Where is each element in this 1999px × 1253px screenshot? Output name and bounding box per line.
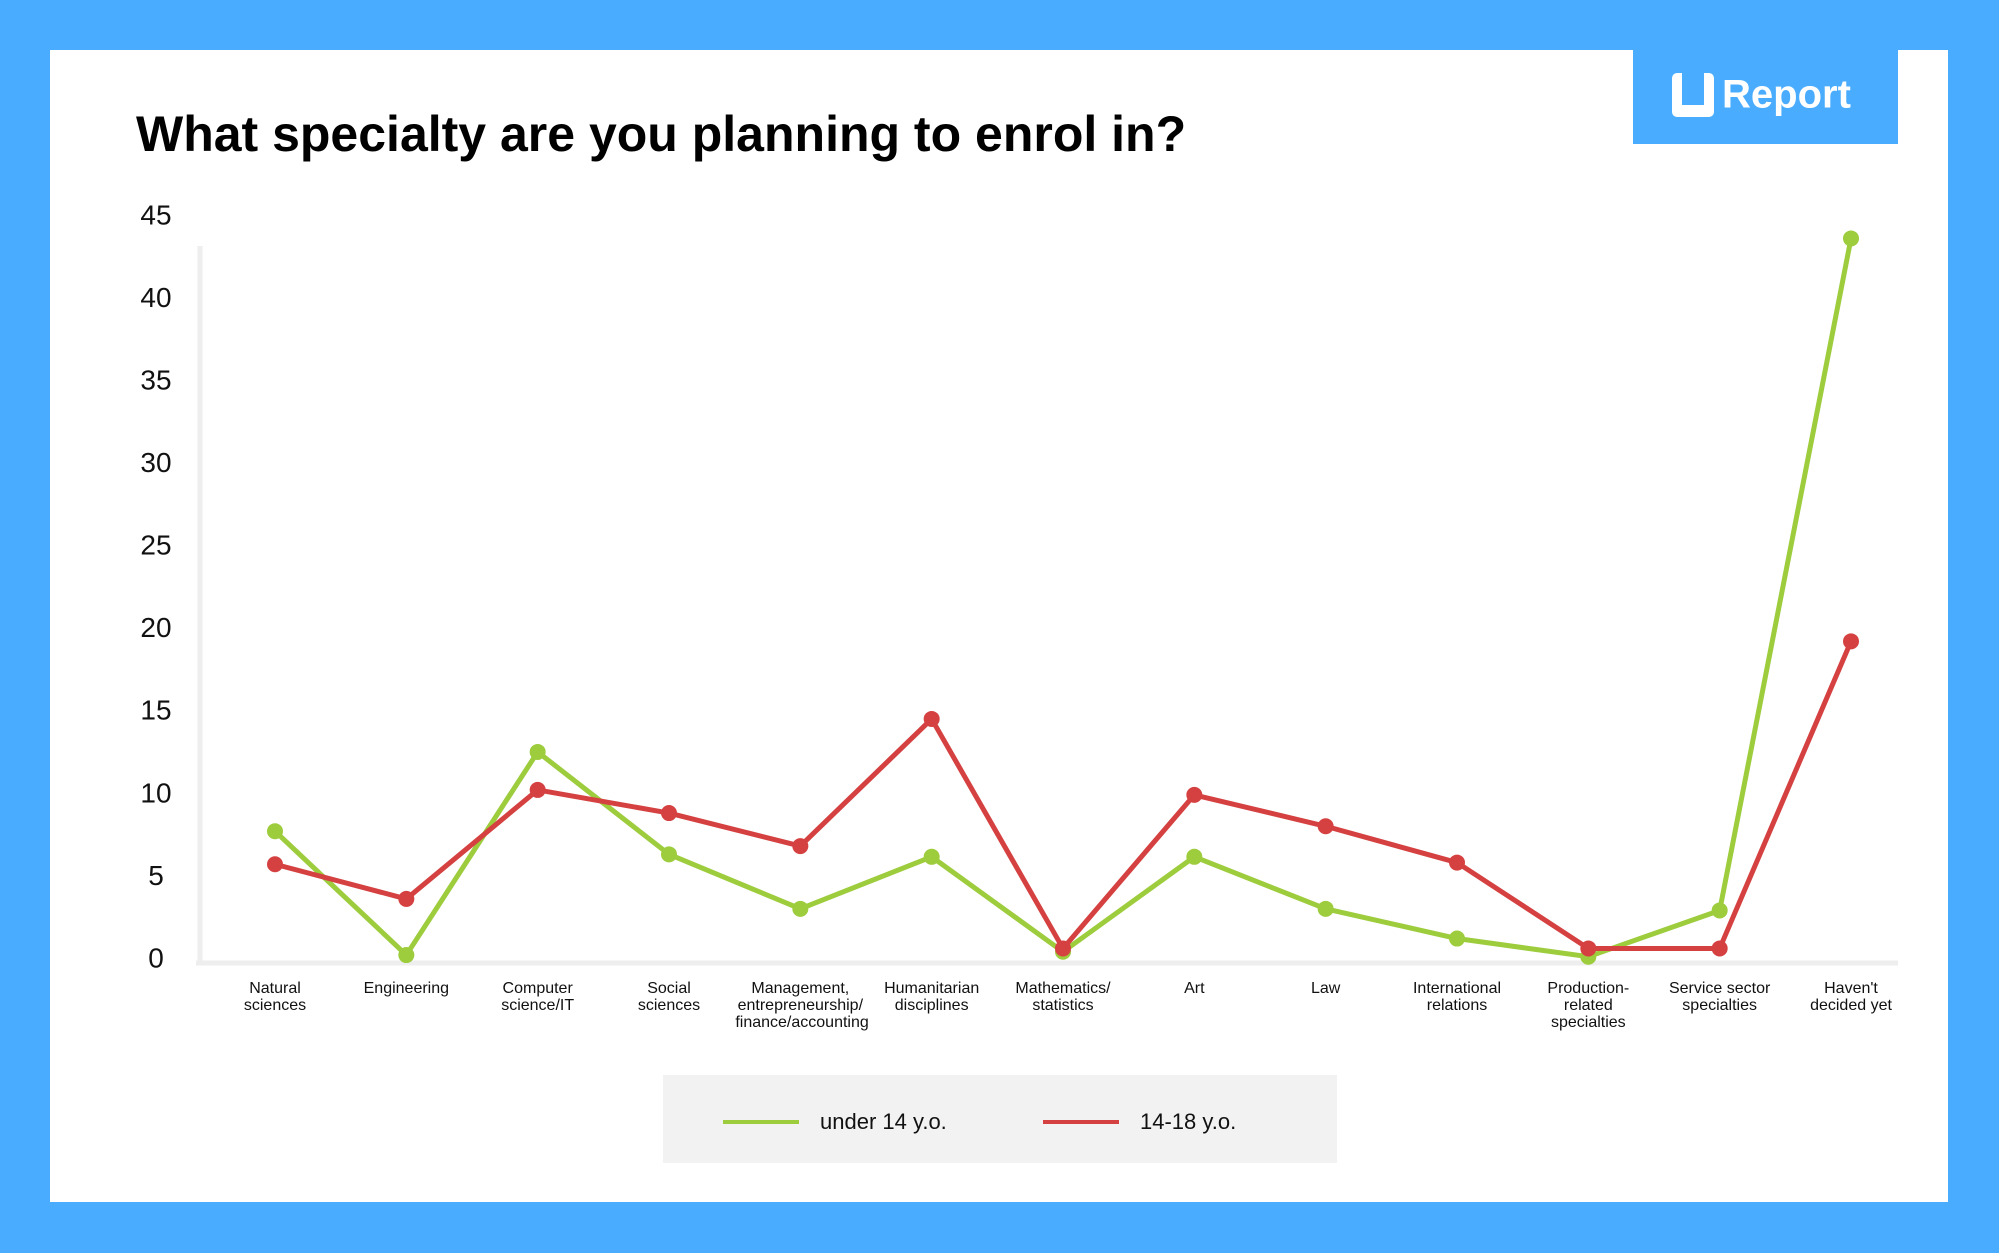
x-tick-label: Art — [1184, 980, 1205, 997]
point — [923, 710, 940, 727]
point — [661, 805, 677, 822]
point — [1055, 940, 1071, 957]
x-tick-label: Law — [1310, 980, 1341, 997]
y-tick-label: 45 — [140, 199, 171, 230]
x-tick-label: Mathematics/ statistics — [1015, 980, 1111, 1014]
point — [1317, 818, 1334, 835]
point — [1711, 902, 1728, 919]
logo-text: Report — [1722, 73, 1851, 117]
x-tick-label: Production- related specialties — [1547, 980, 1630, 1031]
chart-title: What specialty are you planning to enrol… — [136, 106, 1186, 162]
x-tick-label: Social sciences — [637, 980, 701, 1014]
legend-label: 14-18 y.o. — [1140, 1109, 1236, 1134]
point — [1186, 786, 1203, 803]
y-tick-label: 30 — [140, 447, 171, 478]
point — [529, 743, 546, 760]
y-tick-label: 35 — [140, 365, 171, 396]
point — [1711, 940, 1728, 957]
x-tick-label: Haven't decided yet — [1810, 980, 1892, 1014]
y-tick-label: 20 — [140, 612, 171, 643]
point — [1186, 848, 1203, 865]
panel — [50, 50, 1948, 1202]
point — [792, 838, 809, 855]
point — [398, 890, 415, 907]
point — [792, 900, 809, 917]
point — [1317, 900, 1334, 917]
x-tick-label: Computer science/IT — [501, 980, 575, 1014]
x-tick-label: Natural sciences — [243, 980, 307, 1014]
point — [661, 846, 677, 863]
y-tick-label: 25 — [140, 530, 171, 561]
y-tick-label: 0 — [148, 942, 164, 973]
y-tick-label: 15 — [140, 695, 171, 726]
logo-icon — [1672, 73, 1714, 117]
x-tick-label: Humanitarian disciplines — [884, 980, 980, 1014]
point — [923, 848, 940, 865]
legend-box — [663, 1075, 1337, 1163]
y-tick-label: 40 — [140, 282, 171, 313]
point — [1449, 854, 1465, 871]
point — [1843, 230, 1859, 247]
point — [1843, 633, 1859, 650]
point — [398, 947, 415, 964]
point — [267, 856, 283, 873]
y-tick-label: 10 — [140, 777, 171, 808]
point — [267, 823, 283, 840]
series-line — [273, 237, 1854, 960]
point — [1580, 940, 1597, 957]
point — [529, 781, 546, 798]
x-tick-label: Management, entrepreneurship/ finance/ac… — [735, 980, 869, 1031]
x-tick-label: Engineering — [363, 980, 450, 997]
x-tick-label: Service sector specialties — [1668, 980, 1771, 1014]
x-tick-label: International relations — [1412, 980, 1502, 1014]
y-tick-label: 5 — [148, 860, 164, 891]
legend-label: under 14 y.o. — [820, 1109, 947, 1134]
point — [1449, 930, 1465, 947]
